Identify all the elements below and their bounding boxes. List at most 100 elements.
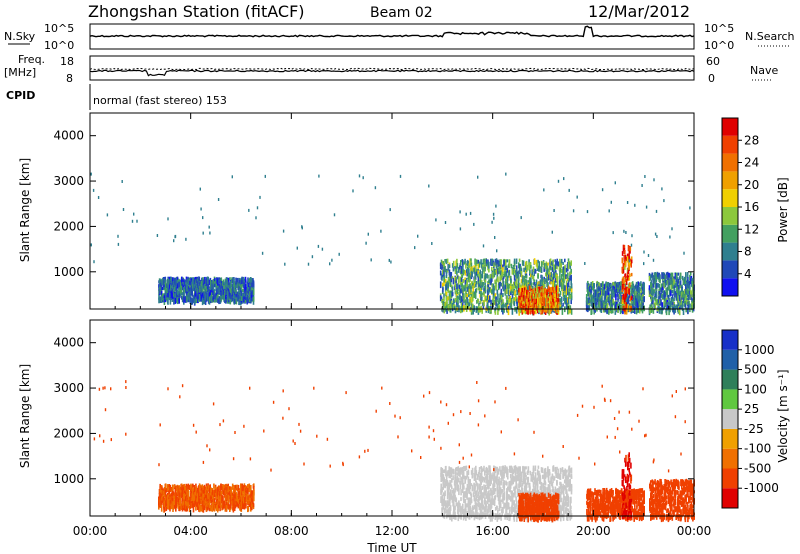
data-cell [666, 304, 669, 309]
data-cell [626, 289, 629, 294]
data-cell [485, 295, 488, 299]
data-cell [506, 275, 509, 281]
data-cell [459, 266, 461, 271]
data-cell [160, 492, 162, 499]
data-cell [186, 295, 188, 303]
data-cell [684, 300, 686, 304]
data-cell [499, 275, 502, 282]
data-cell [565, 268, 568, 273]
data-cell [589, 299, 591, 303]
data-cell [447, 296, 449, 301]
data-cell [167, 485, 170, 492]
power-ylabel: Slant Range [km] [18, 158, 32, 262]
data-cell [159, 290, 162, 294]
data-cell [213, 296, 215, 301]
data-cell [446, 301, 448, 306]
data-cell [559, 270, 561, 277]
data-cell [490, 258, 492, 266]
data-cell [234, 298, 236, 304]
data-cell [502, 267, 504, 274]
data-cell [487, 284, 490, 288]
data-cell [189, 286, 191, 292]
data-cell [489, 277, 491, 285]
data-cell [206, 294, 209, 300]
data-cell [650, 274, 652, 281]
data-cell [523, 267, 525, 273]
data-cell [560, 259, 563, 264]
data-cell [518, 308, 520, 316]
data-cell [459, 295, 462, 302]
data-cell [650, 307, 653, 313]
data-cell [518, 262, 520, 269]
data-cell [184, 279, 187, 285]
data-cell [670, 284, 673, 291]
data-cell [508, 259, 511, 266]
data-cell [503, 284, 505, 291]
data-cell [188, 505, 191, 513]
data-cell [454, 308, 457, 314]
data-cell [183, 488, 185, 492]
data-cell [170, 284, 173, 290]
data-cell [638, 306, 641, 314]
data-cell [590, 281, 592, 288]
data-cell [644, 175, 646, 178]
data-cell [468, 276, 470, 283]
data-cell [525, 280, 528, 284]
data-cell [552, 259, 554, 263]
data-cell [456, 289, 459, 295]
data-cell [505, 172, 507, 176]
data-cell [625, 308, 628, 315]
data-cell [630, 262, 632, 268]
data-cell [550, 279, 552, 285]
data-cell [90, 172, 92, 176]
data-cell [628, 277, 631, 281]
data-cell [247, 285, 249, 291]
data-cell [552, 281, 555, 289]
data-cell [532, 267, 535, 273]
data-cell [169, 501, 172, 506]
data-cell [591, 283, 594, 291]
data-cell [643, 284, 645, 291]
data-cell [186, 281, 188, 285]
data-cell [623, 284, 626, 290]
data-cell [93, 260, 95, 264]
data-cell [442, 270, 444, 275]
data-cell [508, 269, 511, 276]
data-cell [567, 297, 570, 305]
data-cell [524, 271, 527, 278]
data-cell [352, 189, 354, 193]
data-cell [205, 485, 208, 489]
data-cell [603, 301, 606, 305]
data-cell [568, 260, 570, 264]
data-cell [634, 295, 637, 301]
data-cell [235, 278, 238, 285]
data-cell [501, 294, 503, 301]
data-cell [669, 306, 672, 310]
data-cell [531, 270, 533, 278]
data-cell [474, 258, 476, 265]
data-cell [634, 203, 636, 207]
data-cell [441, 273, 443, 278]
data-cell [459, 284, 461, 290]
data-cell [464, 305, 467, 310]
data-cell [654, 232, 657, 236]
data-cell [242, 276, 245, 281]
data-cell [654, 272, 657, 276]
data-cell [552, 274, 555, 279]
data-cell [654, 293, 656, 298]
data-cell [229, 277, 231, 281]
data-cell [200, 490, 202, 497]
data-cell [496, 303, 499, 309]
data-cell [447, 304, 450, 310]
data-cell [217, 298, 219, 303]
data-cell [169, 505, 171, 512]
data-cell [601, 188, 604, 192]
data-cell [610, 284, 612, 288]
data-cell [480, 259, 482, 265]
data-cell [186, 504, 189, 512]
data-cell [547, 268, 549, 275]
data-cell [481, 308, 483, 314]
data-cell [612, 301, 615, 306]
data-cell [168, 284, 171, 290]
data-cell [650, 294, 652, 300]
